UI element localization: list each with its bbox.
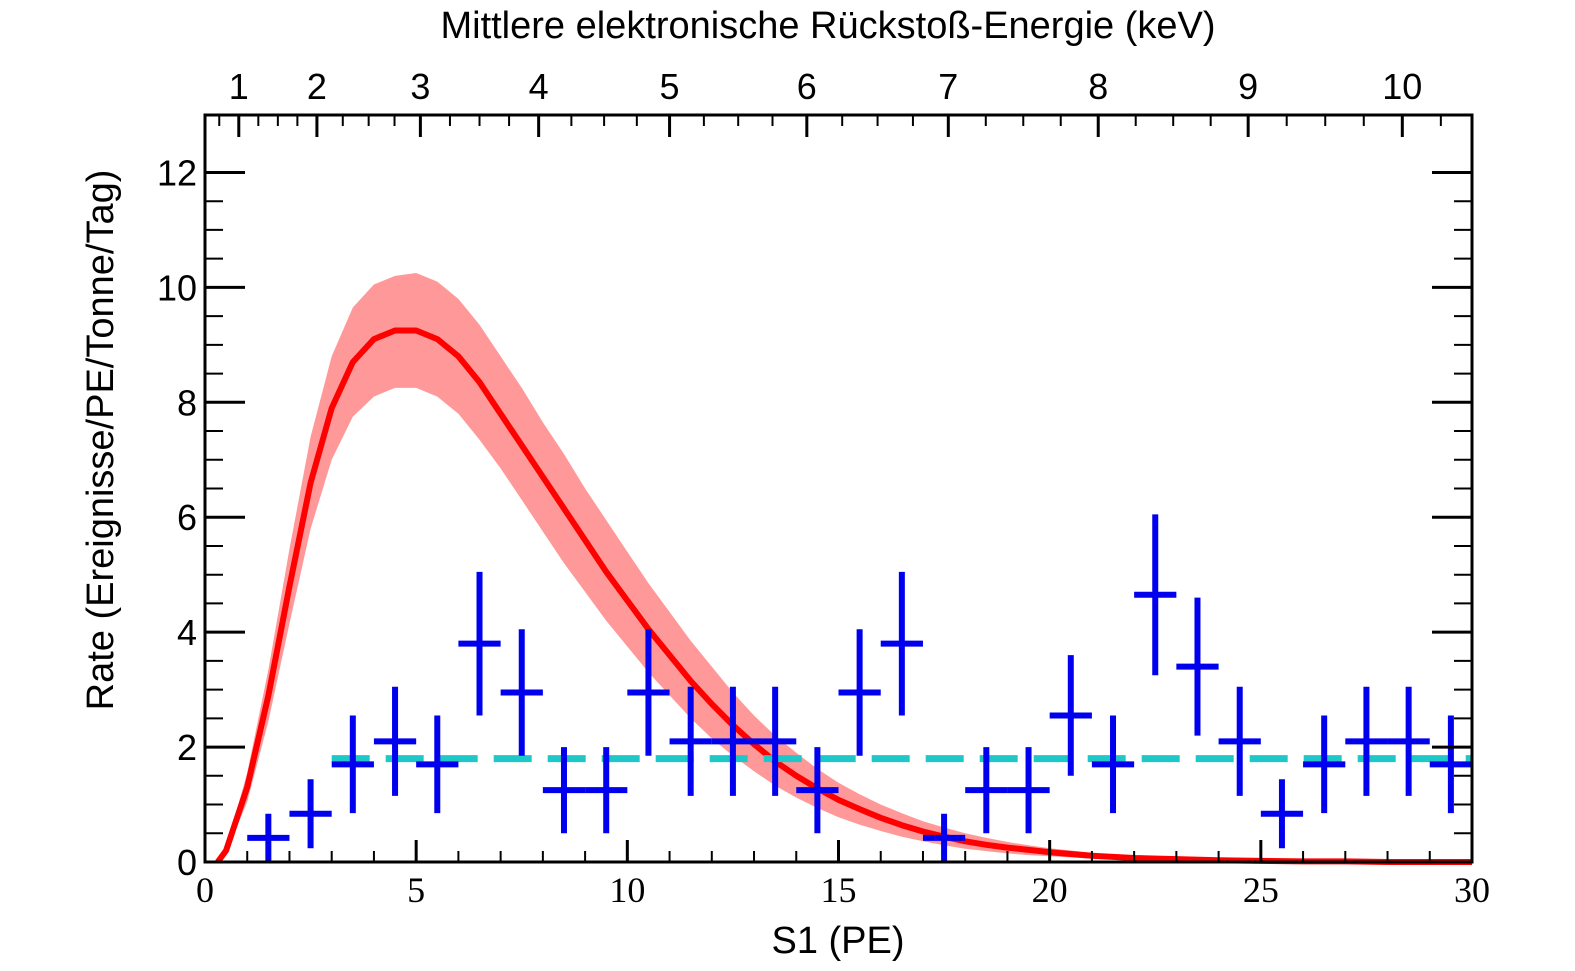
- data-point: [880, 571, 923, 716]
- prediction-band-layer: [217, 273, 1473, 862]
- data-point: [289, 779, 332, 849]
- data-point: [669, 686, 712, 796]
- x-tick-label: 20: [1032, 870, 1068, 910]
- plot-frame: [203, 113, 1474, 864]
- x-axis-title: S1 (PE): [771, 920, 904, 962]
- y-axis-title: Rate (Ereignisse/PE/Tonne/Tag): [80, 170, 122, 711]
- top-tick-label: 2: [307, 66, 327, 107]
- data-point: [1218, 686, 1261, 796]
- data-point: [1345, 686, 1388, 796]
- data-point: [1303, 715, 1346, 814]
- top-tick-label: 10: [1382, 66, 1422, 107]
- top-tick-label: 8: [1088, 66, 1108, 107]
- data-point: [838, 629, 881, 756]
- top-axis-title: Mittlere elektronische Rückstoß-Energie …: [440, 5, 1215, 47]
- data-point: [1387, 686, 1430, 796]
- ticks-layer: [205, 115, 1472, 862]
- data-point: [373, 686, 417, 796]
- top-tick-label: 4: [529, 66, 549, 107]
- data-point: [627, 629, 670, 756]
- data-point: [754, 686, 797, 796]
- y-tick-label: 12: [157, 152, 197, 193]
- y-tick-label: 10: [157, 267, 197, 308]
- data-points-layer: [247, 514, 1472, 862]
- data-point: [711, 686, 755, 796]
- x-tick-label: 30: [1454, 870, 1490, 910]
- data-point: [500, 629, 543, 756]
- data-point: [796, 747, 839, 834]
- y-tick-label: 4: [177, 612, 197, 653]
- top-tick-label: 6: [797, 66, 817, 107]
- data-point: [1134, 514, 1177, 676]
- data-point: [922, 813, 966, 862]
- data-point: [1176, 597, 1219, 736]
- data-point: [542, 747, 586, 834]
- data-point: [965, 747, 1008, 834]
- data-point: [331, 715, 374, 814]
- data-point: [416, 715, 459, 814]
- y-tick-label: 2: [177, 727, 197, 768]
- top-tick-label: 9: [1238, 66, 1258, 107]
- y-tick-label: 8: [177, 382, 197, 423]
- x-tick-label: 0: [196, 870, 214, 910]
- top-tick-label: 1: [229, 66, 249, 107]
- top-tick-label: 7: [938, 66, 958, 107]
- data-point: [1007, 747, 1050, 834]
- data-point: [585, 747, 628, 834]
- data-point: [247, 813, 290, 862]
- data-point: [458, 571, 501, 716]
- y-tick-label: 0: [177, 842, 197, 883]
- x-tick-label: 25: [1243, 870, 1279, 910]
- top-tick-label: 5: [660, 66, 680, 107]
- x-tick-label: 15: [821, 870, 857, 910]
- data-point: [1049, 655, 1092, 776]
- prediction-uncertainty-band: [217, 273, 1473, 862]
- data-point: [1260, 779, 1304, 849]
- data-point: [1091, 715, 1135, 814]
- data-point: [1429, 715, 1472, 814]
- x-tick-label: 5: [407, 870, 425, 910]
- top-tick-label: 3: [410, 66, 430, 107]
- x-tick-label: 10: [609, 870, 645, 910]
- y-tick-label: 6: [177, 497, 197, 538]
